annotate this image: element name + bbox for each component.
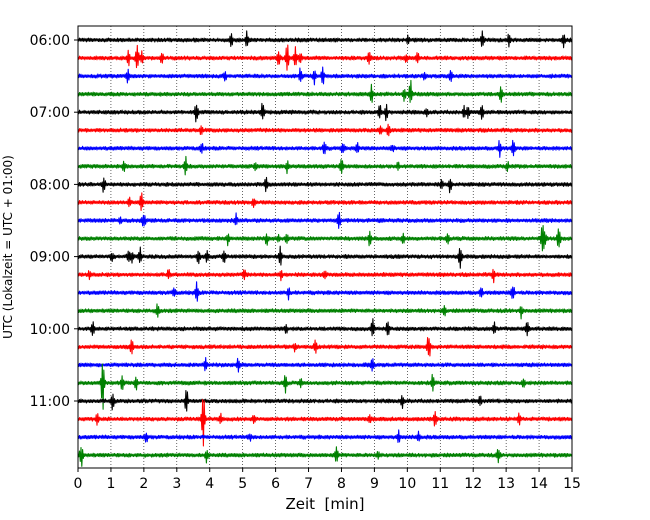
- y-tick-label: 07:00: [30, 105, 70, 121]
- x-tick-label: 3: [172, 476, 181, 492]
- y-tick-label: 09:00: [30, 250, 70, 266]
- x-axis-label: Zeit [min]: [285, 495, 364, 513]
- x-tick-label: 14: [530, 476, 548, 492]
- x-tick-label: 15: [563, 476, 581, 492]
- y-axis-label: UTC (Lokalzeit = UTC + 01:00): [1, 155, 15, 339]
- trace-group: [77, 30, 573, 467]
- trace-09:30: [77, 281, 573, 302]
- y-tick-label: 06:00: [30, 33, 70, 49]
- trace-09:00: [77, 245, 573, 269]
- x-tick-label: 0: [74, 476, 83, 492]
- trace-10:45: [77, 363, 573, 410]
- x-tick-label: 7: [304, 476, 313, 492]
- trace-10:15: [77, 337, 573, 357]
- x-tick-label: 4: [205, 476, 214, 492]
- x-tick-label: 12: [464, 476, 482, 492]
- trace-07:15: [77, 123, 573, 137]
- trace-06:45: [77, 79, 573, 103]
- trace-11:30: [77, 429, 573, 443]
- y-axis-ticks: 06:00 07:00 08:00 09:00 10:00 11:00: [30, 33, 78, 410]
- x-tick-label: 6: [271, 476, 280, 492]
- x-tick-label: 10: [398, 476, 416, 492]
- trace-07:45: [77, 155, 573, 176]
- x-tick-label: 8: [337, 476, 346, 492]
- trace-11:15: [77, 399, 573, 447]
- trace-06:30: [77, 66, 573, 86]
- plot-frame: [77, 25, 573, 469]
- y-tick-label: 11:00: [30, 394, 70, 410]
- trace-07:30: [77, 139, 573, 158]
- trace-09:15: [77, 268, 573, 284]
- trace-11:00: [77, 390, 573, 412]
- x-axis-ticks: 0 1 2 3 4 5 6 7 8 9 10 11 12 13 14 15: [74, 468, 581, 492]
- x-tick-label: 1: [106, 476, 115, 492]
- trace-07:00: [77, 102, 573, 123]
- y-tick-label: 08:00: [30, 177, 70, 193]
- trace-10:00: [77, 318, 573, 337]
- trace-08:00: [77, 176, 573, 194]
- trace-06:00: [77, 30, 573, 49]
- trace-10:30: [77, 356, 573, 373]
- x-tick-label: 5: [238, 476, 247, 492]
- trace-08:45: [77, 225, 573, 252]
- trace-08:15: [77, 192, 573, 212]
- trace-06:15: [77, 44, 573, 71]
- trace-08:30: [77, 211, 573, 229]
- x-tick-label: 11: [431, 476, 449, 492]
- trace-09:45: [77, 303, 573, 320]
- x-tick-label: 2: [139, 476, 148, 492]
- x-tick-label: 9: [370, 476, 379, 492]
- y-tick-label: 10:00: [30, 322, 70, 338]
- trace-11:45: [77, 446, 573, 467]
- x-tick-label: 13: [497, 476, 515, 492]
